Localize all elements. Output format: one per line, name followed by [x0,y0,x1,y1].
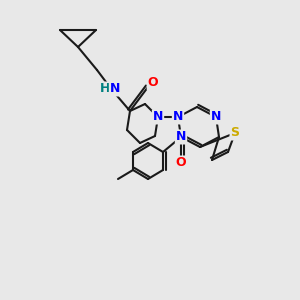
Text: O: O [148,76,158,89]
Text: N: N [173,110,183,124]
Text: O: O [176,157,186,169]
Text: N: N [176,130,186,143]
Text: N: N [211,110,221,124]
Text: N: N [110,82,120,95]
Text: S: S [230,127,239,140]
Text: H: H [100,82,110,95]
Text: N: N [153,110,163,124]
